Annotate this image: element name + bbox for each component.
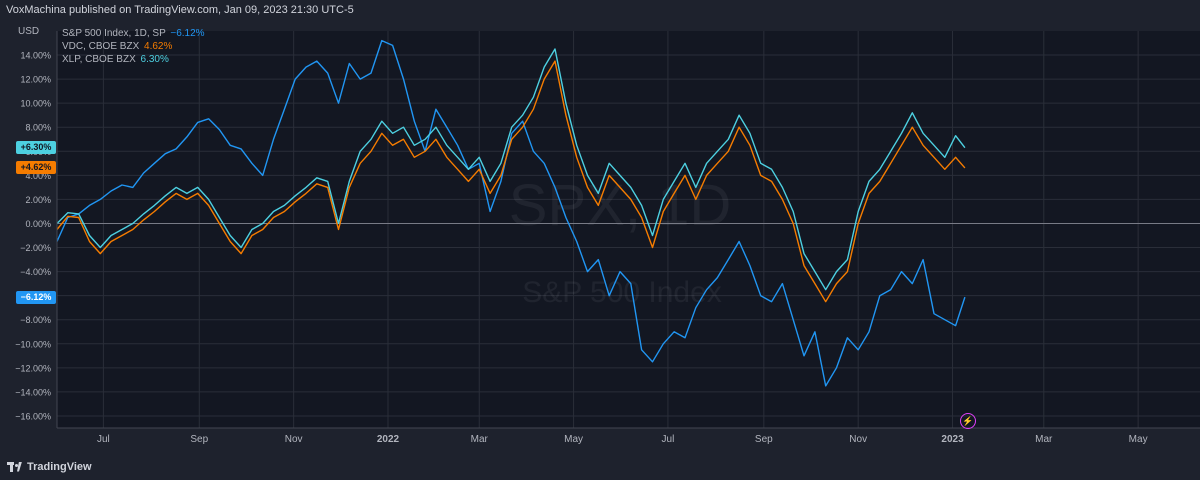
plot-background	[57, 31, 1200, 428]
y-tick-label: 10.00%	[20, 99, 51, 109]
footer-bar: TradingView	[0, 456, 1200, 480]
legend-label: S&P 500 Index, 1D, SP	[62, 28, 166, 39]
publish-info: VoxMachina published on TradingView.com,…	[6, 4, 354, 16]
x-tick-label: May	[564, 434, 583, 445]
legend-item-vdc[interactable]: VDC, CBOE BZX 4.62%	[62, 40, 205, 53]
x-tick-label: Jul	[662, 434, 675, 445]
y-tick-label: −16.00%	[15, 411, 51, 421]
y-tick-label: −10.00%	[15, 339, 51, 349]
x-tick-label: Mar	[1035, 434, 1053, 445]
vdc-line	[56, 60, 966, 303]
spx-line	[56, 39, 966, 387]
x-axis: Jul Sep Nov 2022 Mar May Jul Sep Nov 2023 Mar May	[57, 427, 1200, 445]
x-tick-label: 2023	[941, 434, 964, 445]
y-tick-label: 8.00%	[25, 123, 51, 133]
legend-value: −6.12%	[170, 28, 205, 39]
y-tick-label: −14.00%	[15, 387, 51, 397]
y-axis-unit: USD	[18, 26, 40, 37]
x-tick-label: Sep	[755, 434, 773, 445]
xlp-line	[56, 48, 966, 291]
tradingview-wordmark: TradingView	[27, 461, 92, 473]
series-lines	[56, 39, 966, 387]
lightning-icon[interactable]: ⚡	[960, 413, 976, 429]
tradingview-mark-icon	[7, 461, 23, 473]
y-tick-label: 4.00%	[25, 171, 51, 181]
price-badge-vdc: +4.62%	[16, 161, 56, 175]
legend-item-xlp[interactable]: XLP, CBOE BZX 6.30%	[62, 53, 205, 66]
x-tick-label: Jul	[97, 434, 110, 445]
price-chart[interactable]: SPX, 1DS&P 500 Index 14.00% 12.00% 10.00% 8…	[0, 20, 1200, 456]
x-tick-label: Nov	[285, 434, 303, 445]
legend-value: 6.30%	[140, 54, 169, 65]
tradingview-logo[interactable]: TradingView	[7, 461, 92, 473]
price-badge-spx: −6.12%	[16, 290, 56, 304]
x-tick-label: May	[1129, 434, 1148, 445]
y-tick-label: −12.00%	[15, 363, 51, 373]
y-tick-label: −2.00%	[20, 243, 51, 253]
x-tick-label: Sep	[190, 434, 208, 445]
x-tick-label: 2022	[377, 434, 400, 445]
x-tick-label: Nov	[849, 434, 867, 445]
legend-label: VDC, CBOE BZX	[62, 41, 140, 52]
y-tick-label: 12.00%	[20, 75, 51, 85]
publish-bar: VoxMachina published on TradingView.com,…	[0, 0, 1200, 20]
y-tick-label: −8.00%	[20, 315, 51, 325]
legend-value: 4.62%	[144, 41, 173, 52]
watermark-name: S&P 500 Index	[522, 276, 722, 309]
y-tick-label: 0.00%	[25, 219, 51, 229]
legend-label: XLP, CBOE BZX	[62, 54, 136, 65]
price-badge-xlp: +6.30%	[16, 141, 56, 155]
legend: S&P 500 Index, 1D, SP −6.12% VDC, CBOE B…	[62, 27, 205, 66]
y-tick-label: 14.00%	[20, 51, 51, 61]
y-axis: 14.00%12.00%10.00%8.00%6.00%4.00%2.00%0.…	[15, 31, 58, 428]
watermark: SPX, 1DS&P 500 Index	[509, 173, 731, 309]
x-tick-label: Mar	[471, 434, 489, 445]
y-tick-label: −4.00%	[20, 267, 51, 277]
legend-item-spx[interactable]: S&P 500 Index, 1D, SP −6.12%	[62, 27, 205, 40]
y-tick-label: 2.00%	[25, 195, 51, 205]
